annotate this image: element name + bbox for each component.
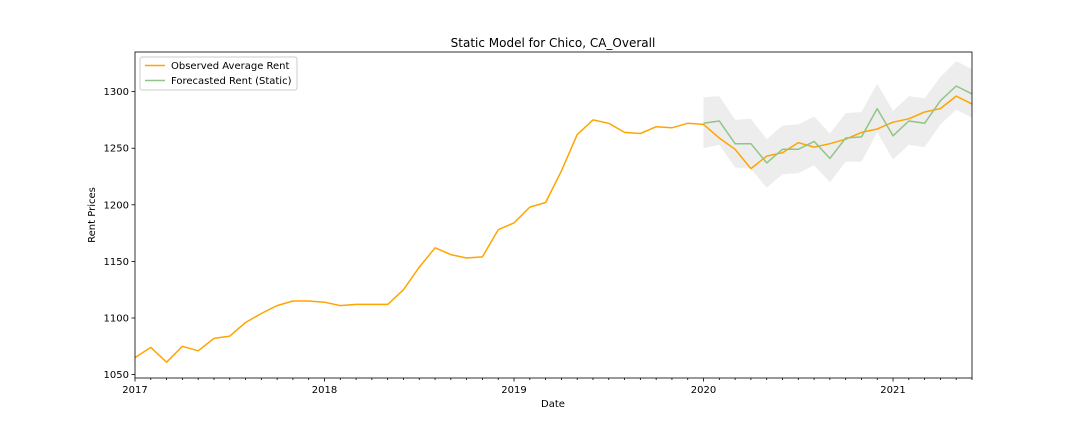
x-axis-label: Date: [541, 399, 565, 410]
plot-area: [134, 51, 973, 379]
y-axis-label: Rent Prices: [87, 187, 98, 243]
x-tick-label: 2018: [312, 385, 337, 396]
y-axis: 1050 1100 1150 1200 1250 1300: [104, 87, 135, 381]
x-tick-label: 2017: [122, 385, 147, 396]
plot-frame: [134, 51, 973, 379]
y-tick-label: 1300: [104, 87, 129, 98]
x-tick-label: 2020: [691, 385, 716, 396]
observed-rent-line: [134, 95, 973, 363]
legend-label-observed: Observed Average Rent: [171, 61, 290, 72]
legend-box: [139, 56, 298, 91]
forecast-rent-line: [703, 85, 973, 164]
legend: Observed Average Rent Forecasted Rent (S…: [139, 56, 298, 91]
y-tick-label: 1200: [104, 200, 129, 211]
y-tick-label: 1250: [104, 144, 129, 155]
x-tick-label: 2019: [501, 385, 526, 396]
series-line-layer: [134, 85, 973, 363]
x-axis: 2017 2018 2019 2020 2021: [122, 378, 973, 396]
confidence-band-layer: [703, 61, 972, 188]
forecast-confidence-band: [703, 61, 972, 188]
y-tick-label: 1150: [104, 257, 129, 268]
chart-title: Static Model for Chico, CA_Overall: [451, 36, 656, 50]
x-tick-label: 2021: [880, 385, 905, 396]
y-tick-label: 1100: [104, 314, 129, 325]
y-tick-label: 1050: [104, 370, 129, 381]
legend-label-forecast: Forecasted Rent (Static): [171, 76, 292, 87]
